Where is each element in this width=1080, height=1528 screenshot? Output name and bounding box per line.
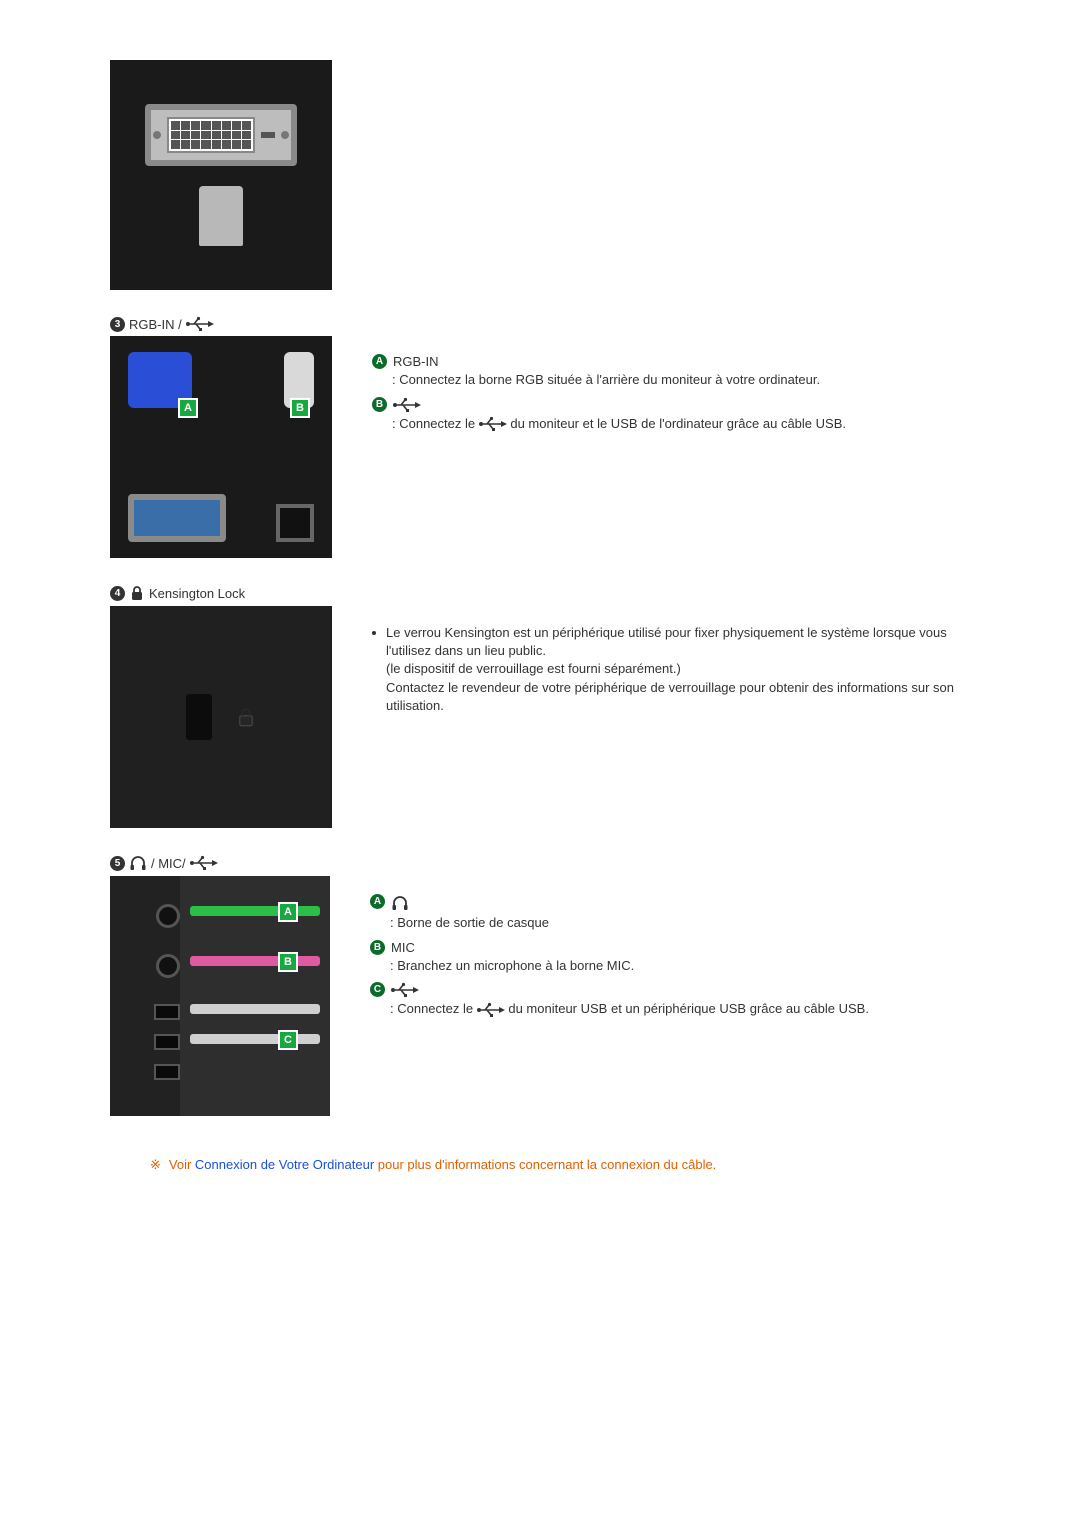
usb-upstream-desc-text: : Connectez le du moniteur et le USB de … (392, 415, 970, 433)
badge-C: C (370, 982, 385, 997)
section-3-heading: 3 RGB-IN / (110, 316, 970, 332)
kensington-line2: (le dispositif de verrouillage est fourn… (386, 661, 681, 676)
usb-icon (479, 416, 507, 432)
dvi-port-image (110, 60, 332, 290)
headphone-icon (129, 854, 147, 872)
kensington-bullet-text: Le verrou Kensington est un périphérique… (386, 625, 947, 658)
footnote-pre: Voir (169, 1157, 195, 1172)
usb-desc-before: : Connectez le (392, 416, 475, 431)
section-4-heading: 4 Kensington Lock (110, 584, 970, 602)
footnote-marker: ※ (150, 1156, 161, 1174)
kensington-image (110, 606, 332, 828)
rgb-in-image: A B (110, 336, 332, 558)
badge-B: B (372, 397, 387, 412)
section-3-title-prefix: RGB-IN / (129, 317, 182, 332)
section-dvi-image (110, 60, 970, 290)
usb-icon (393, 397, 421, 413)
rgb-in-label: RGB-IN (393, 354, 439, 369)
badge-A: A (372, 354, 387, 369)
usb-down-desc-text: : Connectez le du moniteur USB et un pér… (390, 1000, 970, 1018)
side-panel-image: A B C (110, 876, 330, 1116)
usb-icon (477, 1002, 505, 1018)
badge-A: A (370, 894, 385, 909)
section-5-heading: 5 / MIC/ (110, 854, 970, 872)
usb-icon (391, 982, 419, 998)
footnote-post: pour plus d'informations concernant la c… (374, 1157, 716, 1172)
usb-icon (190, 855, 218, 871)
section-3-descriptions: A RGB-IN : Connectez la borne RGB située… (372, 336, 970, 440)
headphone-desc-text: : Borne de sortie de casque (390, 914, 970, 932)
badge-3: 3 (110, 317, 125, 332)
usb-desc-after: du moniteur et le USB de l'ordinateur gr… (510, 416, 846, 431)
kensington-bullet: Le verrou Kensington est un périphérique… (372, 624, 970, 715)
section-4-title: Kensington Lock (149, 586, 245, 601)
headphone-icon (391, 894, 409, 912)
footnote-body: Voir Connexion de Votre Ordinateur pour … (169, 1156, 716, 1174)
section-kensington: 4 Kensington Lock Le verrou Kensington e… (110, 584, 970, 828)
footnote: ※ Voir Connexion de Votre Ordinateur pou… (150, 1156, 970, 1174)
manual-page: 3 RGB-IN / A B (0, 0, 1080, 1274)
usb-icon (186, 316, 214, 332)
rgb-in-desc-text: : Connectez la borne RGB située à l'arri… (392, 371, 970, 389)
lock-icon (129, 584, 145, 602)
mic-label: MIC (391, 940, 415, 955)
section-4-descriptions: Le verrou Kensington est un périphérique… (372, 606, 970, 719)
badge-B: B (370, 940, 385, 955)
usb-down-desc-before: : Connectez le (390, 1001, 473, 1016)
section-rgb-in: 3 RGB-IN / A B (110, 316, 970, 558)
badge-4: 4 (110, 586, 125, 601)
section-5-descriptions: A : Borne de sortie de casque B MIC : Br… (370, 876, 970, 1026)
footnote-link[interactable]: Connexion de Votre Ordinateur (195, 1157, 374, 1172)
section-5-title-mid: / MIC/ (151, 856, 186, 871)
usb-down-desc-after: du moniteur USB et un périphérique USB g… (508, 1001, 869, 1016)
section-audio-usb: 5 / MIC/ A (110, 854, 970, 1116)
mic-desc-text: : Branchez un microphone à la borne MIC. (390, 957, 970, 975)
kensington-line3: Contactez le revendeur de votre périphér… (386, 680, 954, 713)
badge-5: 5 (110, 856, 125, 871)
